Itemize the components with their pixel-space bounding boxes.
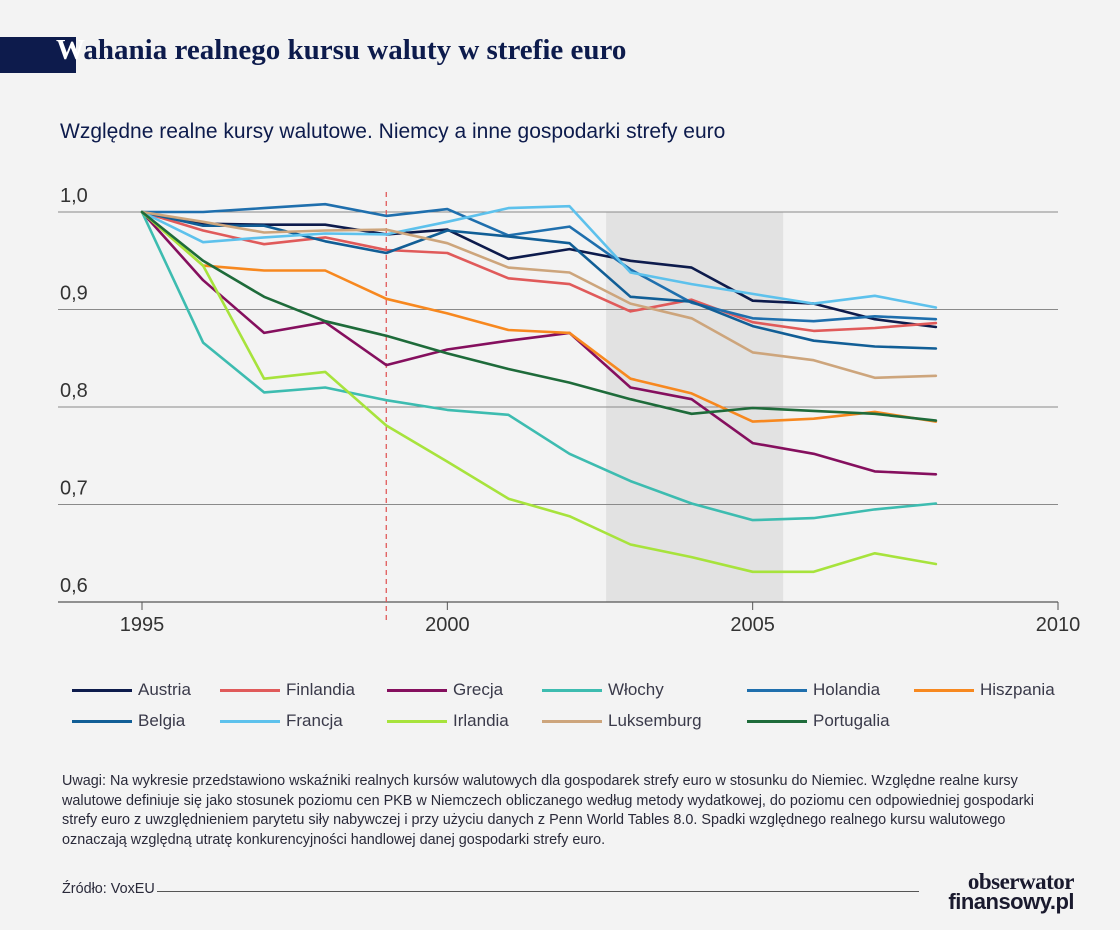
legend-swatch [387,688,447,692]
legend-swatch [542,688,602,692]
y-tick-label: 0,6 [60,575,88,597]
x-tick-label: 2005 [730,614,775,636]
legend-swatch [914,688,974,692]
legend-swatch [747,719,807,723]
y-tick-label: 0,8 [60,380,88,402]
series-line-holandia [140,202,938,323]
legend-item: Irlandia [387,711,509,731]
legend-label: Francja [286,711,343,730]
legend-label: Finlandia [286,680,355,699]
legend-item: Francja [220,711,343,731]
x-tick-label: 2010 [1036,614,1081,636]
series-line-portugalia [140,210,938,422]
series-line-irlandia [140,210,938,574]
legend-label: Grecja [453,680,504,699]
legend-item: Portugalia [747,711,890,731]
legend-label: Portugalia [813,711,890,730]
legend-swatch [220,719,280,723]
series-line-grecja [140,210,938,476]
legend-item: Grecja [387,680,503,700]
y-tick-label: 1,0 [60,185,88,207]
legend-label: Holandia [813,680,881,699]
line-chart: 0,6 0,7 0,8 0,9 1,0 1995 2000 2005 2010 [58,185,1081,636]
legend-label: Luksemburg [608,711,702,730]
legend-item: Włochy [542,680,664,700]
y-tick-label: 0,7 [60,478,88,500]
logo-line-1: obserwator [967,869,1075,894]
x-tick-label: 1995 [120,614,165,636]
title-accent-bar [0,37,76,73]
legend-item: Austria [72,680,191,700]
legend-swatch [72,719,132,723]
series-line-finlandia [140,210,938,333]
x-tick-label: 2000 [425,614,470,636]
page-title: Wahania realnego kursu waluty w strefie … [56,34,626,67]
legend-label: Austria [138,680,191,699]
legend-item: Hiszpania [914,680,1055,700]
source-divider [157,891,919,892]
legend-label: Irlandia [453,711,509,730]
series-line-włochy [140,210,938,522]
legend-label: Włochy [608,680,664,699]
legend-label: Hiszpania [980,680,1055,699]
series-line-francja [140,204,938,309]
legend-item: Luksemburg [542,711,702,731]
chart-legend: Austria Finlandia Grecja Włochy Holandia Hisz… [72,680,1082,742]
legend-item: Finlandia [220,680,355,700]
legend-swatch [747,688,807,692]
legend-item: Holandia [747,680,880,700]
y-tick-label: 0,9 [60,283,88,305]
legend-label: Belgia [138,711,186,730]
chart-note: Uwagi: Na wykresie przedstawiono wskaźni… [62,773,1034,848]
legend-item: Belgia [72,711,185,731]
title-rest: ahania realnego kursu waluty w strefie e… [83,34,627,66]
series-line-luksemburg [140,210,938,380]
chart-source: Źródło: VoxEU [62,881,155,897]
legend-swatch [542,719,602,723]
series-line-belgia [140,210,938,350]
title-first-letter: W [56,34,84,66]
brand-logo: obserwator finansowy.pl [924,869,1075,914]
logo-line-2: finansowy.pl [948,889,1074,914]
chart-subtitle: Względne realne kursy walutowe. Niemcy a… [60,120,726,143]
legend-swatch [387,719,447,723]
series-line-hiszpania [140,210,938,423]
legend-swatch [72,688,132,692]
legend-swatch [220,688,280,692]
